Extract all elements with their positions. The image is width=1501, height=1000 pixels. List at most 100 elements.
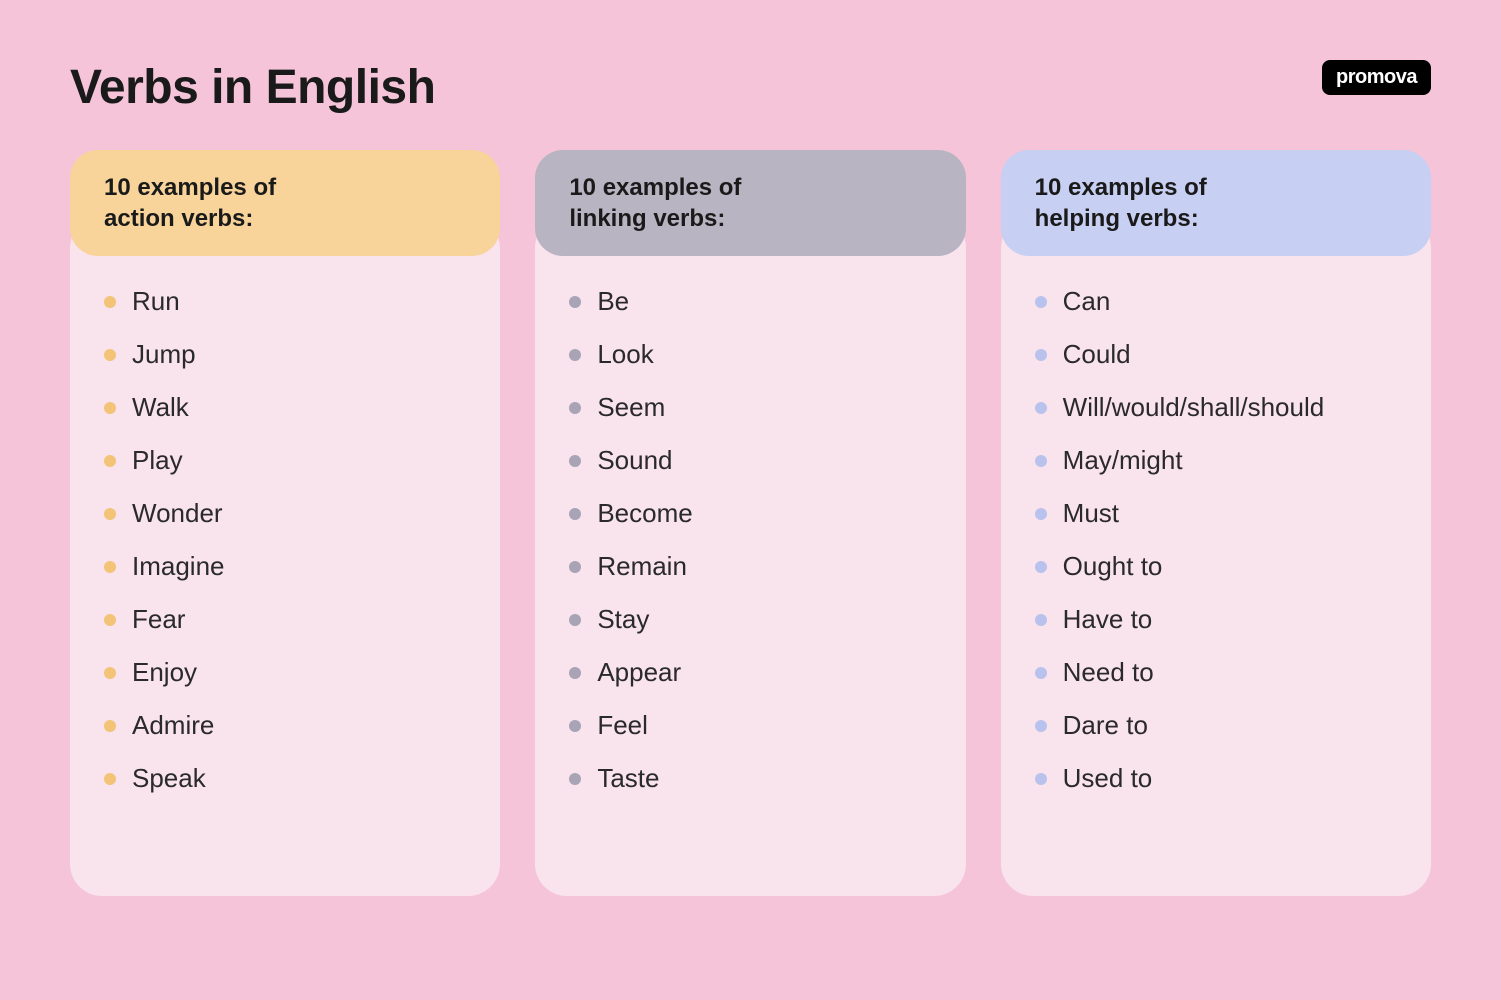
item-text: Could [1063, 339, 1131, 370]
bullet-icon [104, 720, 116, 732]
bullet-icon [1035, 773, 1047, 785]
item-text: Ought to [1063, 551, 1163, 582]
column-header: 10 examples of linking verbs: [535, 150, 965, 256]
list-item: Run [104, 286, 466, 317]
list-item: Speak [104, 763, 466, 794]
item-text: Feel [597, 710, 648, 741]
bullet-icon [569, 402, 581, 414]
list-item: Used to [1035, 763, 1397, 794]
header-line1: 10 examples of [104, 174, 276, 201]
item-text: Taste [597, 763, 659, 794]
bullet-icon [1035, 720, 1047, 732]
bullet-icon [104, 296, 116, 308]
list-item: Ought to [1035, 551, 1397, 582]
item-text: Admire [132, 710, 214, 741]
list-item: Can [1035, 286, 1397, 317]
bullet-icon [1035, 667, 1047, 679]
item-text: Become [597, 498, 692, 529]
bullet-icon [104, 455, 116, 467]
column-body: Run Jump Walk Play Wonder Imagine Fear Enjoy Adm… [70, 216, 500, 896]
item-text: Used to [1063, 763, 1153, 794]
bullet-icon [1035, 296, 1047, 308]
bullet-icon [104, 508, 116, 520]
header-line2: helping verbs: [1035, 205, 1199, 232]
column-header: 10 examples of action verbs: [70, 150, 500, 256]
item-text: May/might [1063, 445, 1183, 476]
bullet-icon [569, 349, 581, 361]
column-body: Can Could Will/would/shall/should May/might… [1001, 216, 1431, 896]
bullet-icon [104, 614, 116, 626]
header: Verbs in English promova [70, 60, 1431, 115]
list-item: Enjoy [104, 657, 466, 688]
bullet-icon [569, 561, 581, 573]
list-item: Look [569, 339, 931, 370]
list-item: Feel [569, 710, 931, 741]
header-line2: linking verbs: [569, 205, 725, 232]
column-helping-verbs: 10 examples of helping verbs: Can Could Wi… [1001, 150, 1431, 896]
list-item: Stay [569, 604, 931, 635]
bullet-icon [104, 667, 116, 679]
verb-list: Can Could Will/would/shall/should May/might… [1035, 286, 1397, 794]
page-title: Verbs in English [70, 60, 435, 115]
item-text: Fear [132, 604, 185, 635]
list-item: Need to [1035, 657, 1397, 688]
column-header: 10 examples of helping verbs: [1001, 150, 1431, 256]
list-item: Play [104, 445, 466, 476]
list-item: Wonder [104, 498, 466, 529]
list-item: Remain [569, 551, 931, 582]
header-line1: 10 examples of [1035, 174, 1207, 201]
list-item: Appear [569, 657, 931, 688]
bullet-icon [1035, 349, 1047, 361]
item-text: Walk [132, 392, 189, 423]
bullet-icon [104, 773, 116, 785]
bullet-icon [104, 402, 116, 414]
list-item: Will/would/shall/should [1035, 392, 1397, 423]
bullet-icon [569, 296, 581, 308]
list-item: Walk [104, 392, 466, 423]
item-text: Wonder [132, 498, 223, 529]
column-action-verbs: 10 examples of action verbs: Run Jump Walk… [70, 150, 500, 896]
bullet-icon [569, 667, 581, 679]
bullet-icon [569, 773, 581, 785]
item-text: Jump [132, 339, 196, 370]
list-item: May/might [1035, 445, 1397, 476]
item-text: Be [597, 286, 629, 317]
list-item: Admire [104, 710, 466, 741]
item-text: Appear [597, 657, 681, 688]
item-text: Look [597, 339, 653, 370]
list-item: Could [1035, 339, 1397, 370]
list-item: Must [1035, 498, 1397, 529]
bullet-icon [104, 561, 116, 573]
item-text: Will/would/shall/should [1063, 392, 1325, 423]
bullet-icon [1035, 455, 1047, 467]
bullet-icon [569, 455, 581, 467]
header-line2: action verbs: [104, 205, 253, 232]
list-item: Imagine [104, 551, 466, 582]
bullet-icon [1035, 614, 1047, 626]
item-text: Sound [597, 445, 672, 476]
bullet-icon [1035, 402, 1047, 414]
item-text: Enjoy [132, 657, 197, 688]
item-text: Have to [1063, 604, 1153, 635]
column-linking-verbs: 10 examples of linking verbs: Be Look Seem… [535, 150, 965, 896]
bullet-icon [104, 349, 116, 361]
item-text: Can [1063, 286, 1111, 317]
item-text: Dare to [1063, 710, 1148, 741]
item-text: Remain [597, 551, 687, 582]
verb-list: Be Look Seem Sound Become Remain Stay Appear Fee… [569, 286, 931, 794]
bullet-icon [569, 720, 581, 732]
list-item: Become [569, 498, 931, 529]
bullet-icon [569, 614, 581, 626]
item-text: Run [132, 286, 180, 317]
item-text: Stay [597, 604, 649, 635]
list-item: Seem [569, 392, 931, 423]
item-text: Must [1063, 498, 1119, 529]
columns-container: 10 examples of action verbs: Run Jump Walk… [70, 150, 1431, 896]
logo-badge: promova [1322, 60, 1431, 95]
bullet-icon [1035, 561, 1047, 573]
list-item: Have to [1035, 604, 1397, 635]
list-item: Jump [104, 339, 466, 370]
list-item: Be [569, 286, 931, 317]
verb-list: Run Jump Walk Play Wonder Imagine Fear Enjoy Adm… [104, 286, 466, 794]
item-text: Play [132, 445, 183, 476]
